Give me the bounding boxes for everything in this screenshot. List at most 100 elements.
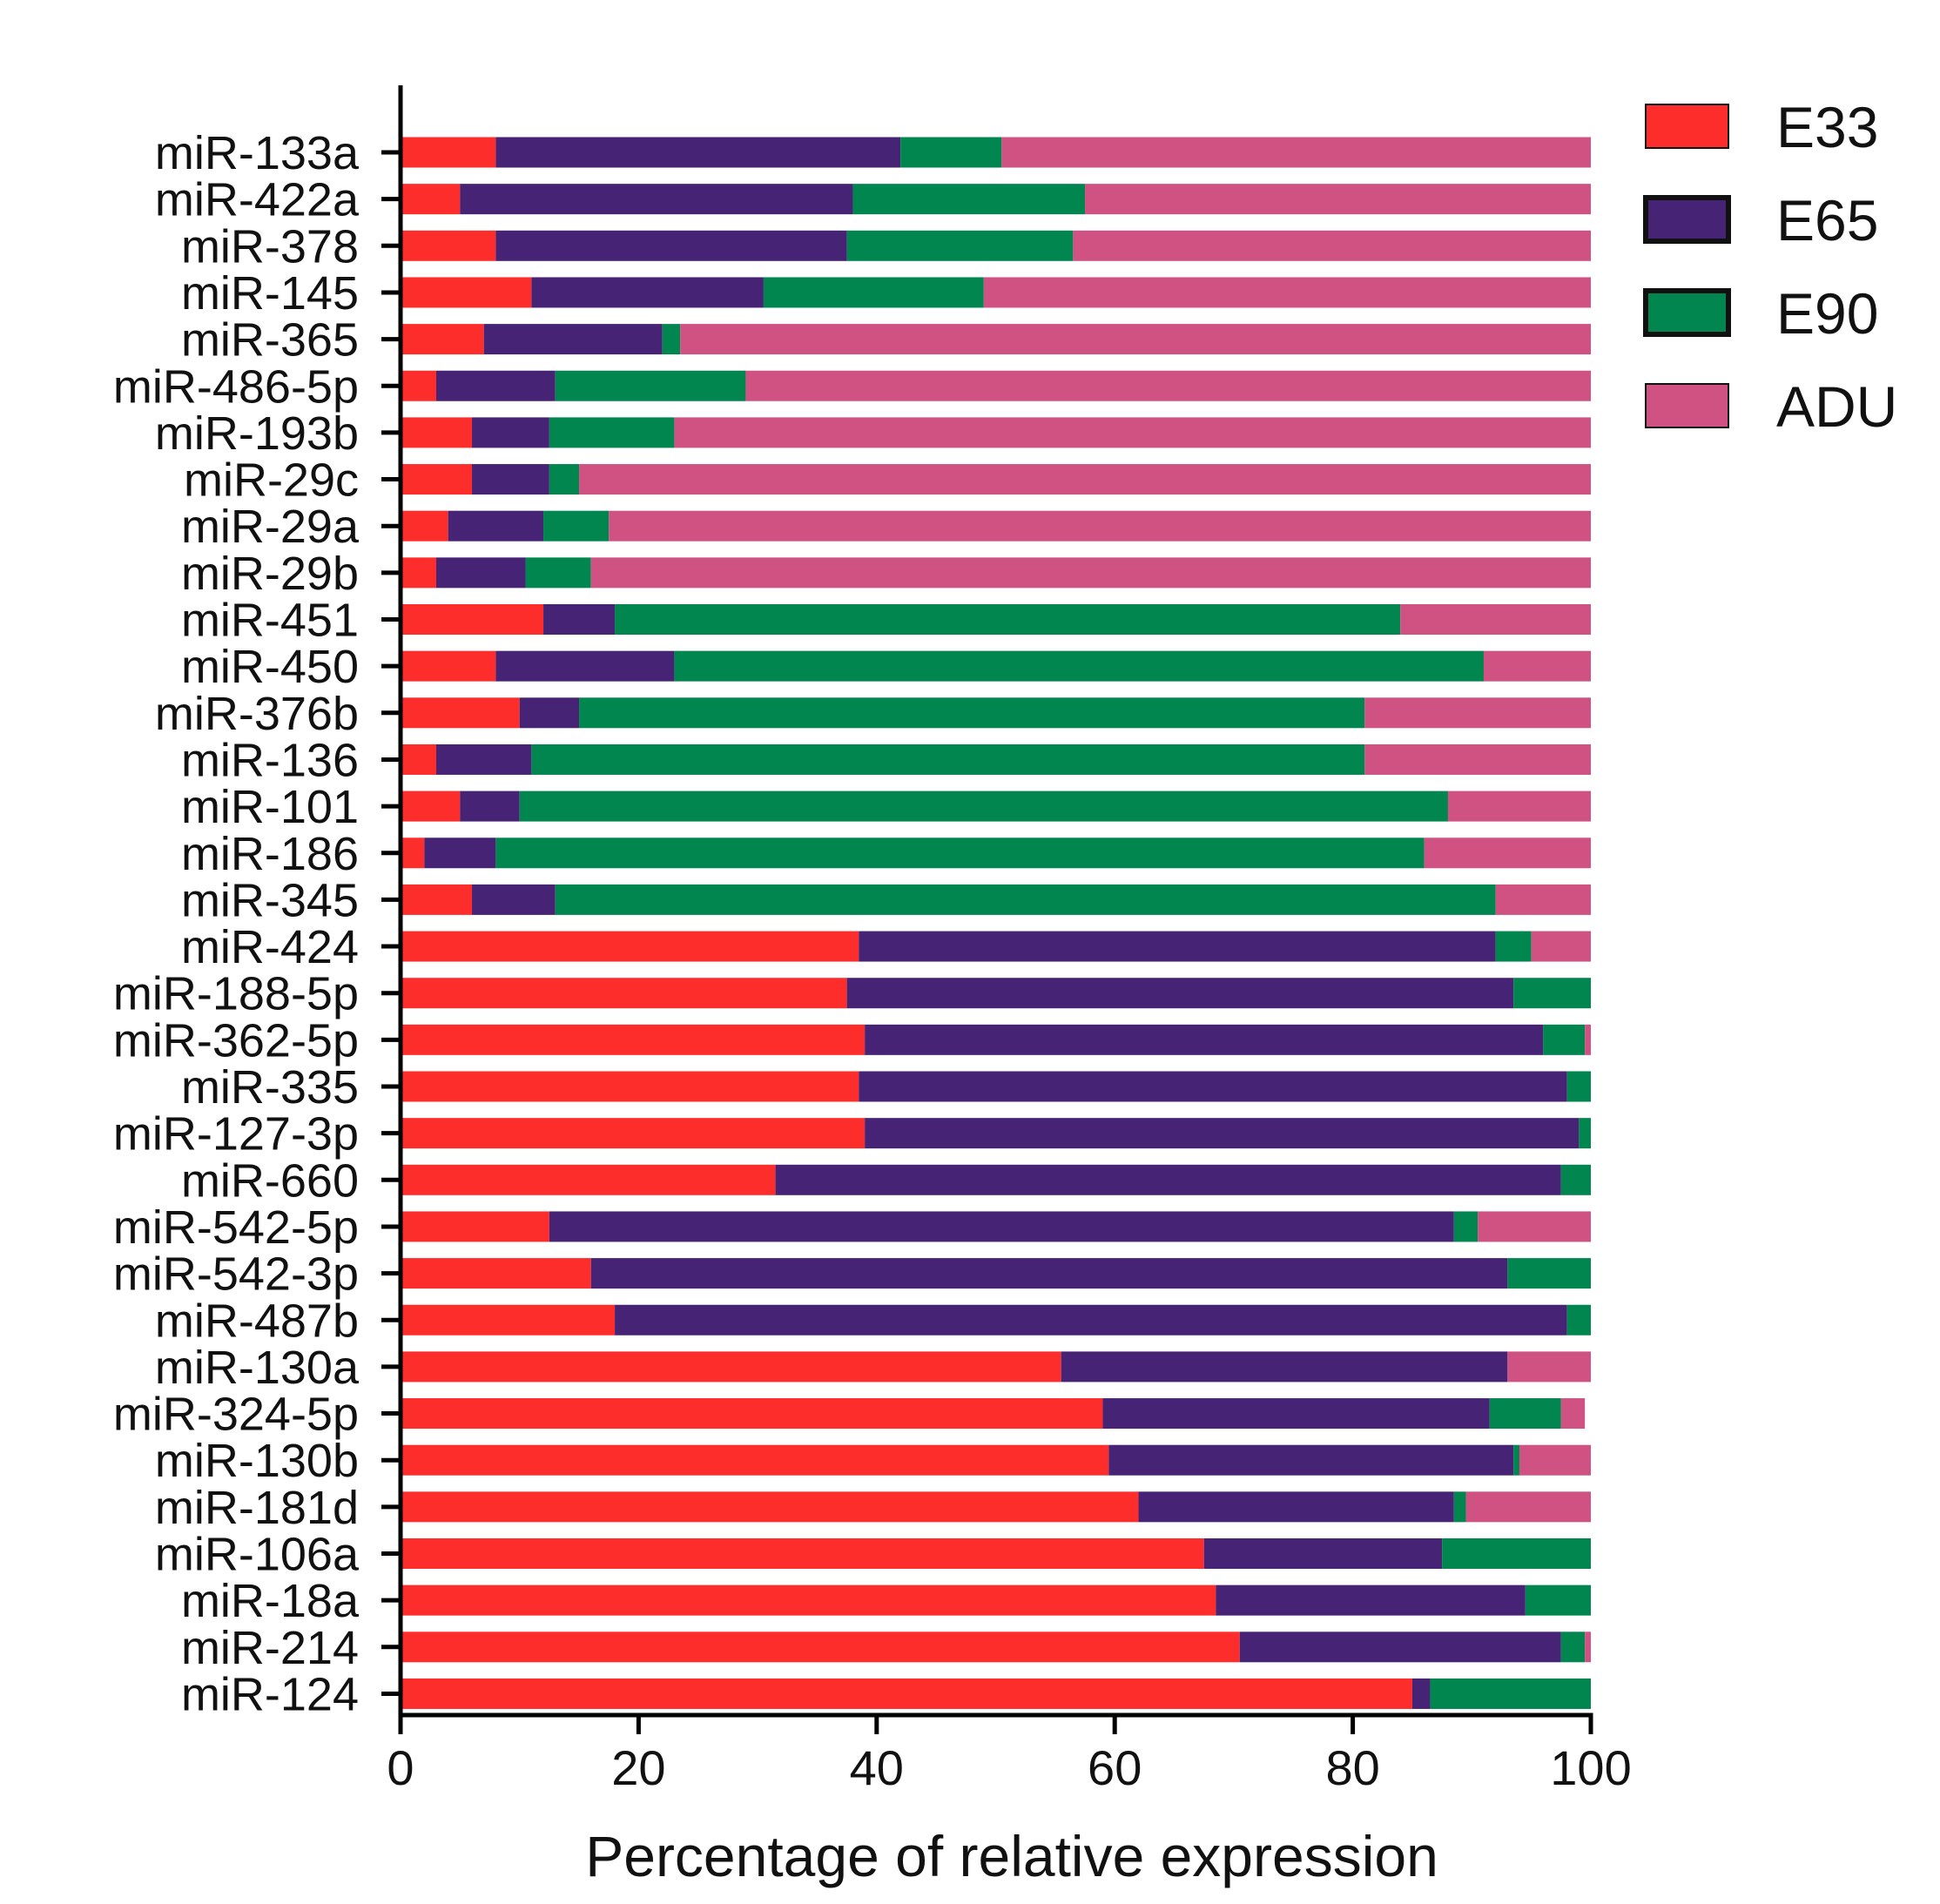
bar-adu-mir-29a <box>609 510 1591 542</box>
bar-e65-mir-124 <box>1411 1678 1431 1709</box>
y-tick-label: miR-101 <box>181 781 359 833</box>
x-tick-label: 0 <box>387 1740 414 1795</box>
bar-e33-mir-450 <box>401 650 496 682</box>
bar-adu-mir-345 <box>1495 884 1591 915</box>
bar-e33-mir-181d <box>401 1491 1139 1523</box>
x-tick-label: 40 <box>850 1740 904 1795</box>
y-tick-label: miR-378 <box>181 220 359 272</box>
bar-e65-mir-378 <box>495 230 847 261</box>
bar-e90-mir-29b <box>525 557 591 589</box>
y-tick-label: miR-124 <box>181 1668 359 1720</box>
legend-label-e90: E90 <box>1776 281 1878 346</box>
bar-e65-mir-186 <box>424 838 496 869</box>
bar-e65-mir-18a <box>1216 1584 1526 1616</box>
bar-e90-mir-542-3p <box>1507 1258 1591 1289</box>
bar-e65-mir-450 <box>495 650 675 682</box>
y-tick-label: miR-29a <box>181 501 360 553</box>
bar-e33-mir-486-5p <box>401 370 437 401</box>
bar-e33-mir-29a <box>401 510 448 542</box>
bar-adu-mir-362-5p <box>1585 1024 1591 1055</box>
bar-e65-mir-127-3p <box>865 1118 1580 1149</box>
bar-adu-mir-130b <box>1519 1444 1591 1476</box>
y-tick-label: miR-18a <box>181 1575 360 1627</box>
y-tick-label: miR-130a <box>155 1342 360 1394</box>
bar-e65-mir-542-5p <box>549 1211 1454 1242</box>
bar-e65-mir-422a <box>460 184 853 215</box>
bar-e90-mir-451 <box>615 604 1401 635</box>
bar-e65-mir-345 <box>472 884 556 915</box>
bar-e90-mir-186 <box>495 838 1425 869</box>
bar-e65-mir-486-5p <box>436 370 556 401</box>
bar-adu-mir-378 <box>1073 230 1591 261</box>
bar-e65-mir-145 <box>531 277 764 308</box>
y-tick-label: miR-486-5p <box>113 360 359 413</box>
y-tick-label: miR-345 <box>181 874 359 926</box>
bar-e90-mir-181d <box>1453 1491 1466 1523</box>
bar-e90-mir-424 <box>1495 931 1532 962</box>
bar-e90-mir-133a <box>900 137 1002 168</box>
bar-adu-mir-130a <box>1507 1351 1591 1383</box>
legend-label-e65: E65 <box>1776 188 1878 252</box>
y-tick-label: miR-106a <box>155 1529 360 1581</box>
bar-adu-mir-376b <box>1364 697 1591 729</box>
y-tick-label: miR-186 <box>181 828 359 880</box>
x-tick-label: 20 <box>611 1740 665 1795</box>
bar-e90-mir-188-5p <box>1513 978 1591 1009</box>
bar-e90-mir-362-5p <box>1543 1024 1586 1055</box>
bar-e65-mir-487b <box>615 1304 1567 1335</box>
bar-e33-mir-362-5p <box>401 1024 866 1055</box>
bar-adu-mir-486-5p <box>745 370 1591 401</box>
bar-e33-mir-127-3p <box>401 1118 866 1149</box>
bar-e65-mir-133a <box>495 137 901 168</box>
bar-e65-mir-451 <box>543 604 616 635</box>
bar-e33-mir-106a <box>401 1538 1204 1569</box>
legend-swatch-e33 <box>1645 104 1729 149</box>
bar-e33-mir-124 <box>401 1678 1412 1709</box>
bar-e33-mir-145 <box>401 277 532 308</box>
y-tick-label: miR-136 <box>181 734 359 786</box>
bar-adu-mir-136 <box>1364 743 1591 775</box>
bar-e65-mir-188-5p <box>846 978 1514 1009</box>
legend: E33 E65 E90 ADU <box>1643 95 1897 439</box>
y-tick-label: miR-193b <box>155 407 359 460</box>
y-tick-label: miR-181d <box>155 1482 359 1534</box>
bar-e33-mir-136 <box>401 743 437 775</box>
bar-e90-mir-376b <box>579 697 1365 729</box>
bar-e65-mir-29b <box>436 557 526 589</box>
bar-adu-mir-542-5p <box>1478 1211 1591 1242</box>
bar-e33-mir-422a <box>401 184 461 215</box>
bar-e33-mir-660 <box>401 1164 776 1195</box>
bar-e33-mir-335 <box>401 1071 859 1102</box>
bar-e90-mir-124 <box>1430 1678 1591 1709</box>
bar-e65-mir-130b <box>1108 1444 1514 1476</box>
x-tick-labels: 0 20 40 60 80 100 <box>387 1740 1631 1795</box>
bar-adu-mir-365 <box>680 324 1591 355</box>
bar-e65-mir-324-5p <box>1102 1398 1490 1430</box>
y-tick-label: miR-365 <box>181 314 359 367</box>
y-tick-label: miR-422a <box>155 174 360 226</box>
x-tick-label: 60 <box>1088 1740 1142 1795</box>
bar-e65-mir-106a <box>1203 1538 1443 1569</box>
bar-e33-mir-130b <box>401 1444 1109 1476</box>
bar-e33-mir-101 <box>401 791 461 822</box>
x-axis-label: Percentage of relative expression <box>585 1824 1438 1888</box>
y-tick-label: miR-324-5p <box>113 1389 359 1441</box>
y-tick-label: miR-335 <box>181 1061 359 1113</box>
bar-e90-mir-486-5p <box>555 370 746 401</box>
bar-e33-mir-188-5p <box>401 978 847 1009</box>
y-tick-label: miR-362-5p <box>113 1014 359 1066</box>
bar-adu-mir-422a <box>1085 184 1591 215</box>
bar-e90-mir-29a <box>543 510 610 542</box>
y-tick-label: miR-130b <box>155 1435 359 1487</box>
bar-e90-mir-487b <box>1566 1304 1591 1335</box>
bar-e65-mir-214 <box>1239 1632 1561 1663</box>
bar-e65-mir-542-3p <box>590 1258 1508 1289</box>
bar-e65-mir-136 <box>436 743 532 775</box>
bar-e65-mir-181d <box>1138 1491 1454 1523</box>
bar-e33-mir-130a <box>401 1351 1061 1383</box>
bar-e90-mir-542-5p <box>1453 1211 1479 1242</box>
bar-e90-mir-193b <box>549 417 675 448</box>
y-tick-label: miR-188-5p <box>113 968 359 1020</box>
bar-e33-mir-451 <box>401 604 544 635</box>
bars-group <box>401 137 1592 1709</box>
